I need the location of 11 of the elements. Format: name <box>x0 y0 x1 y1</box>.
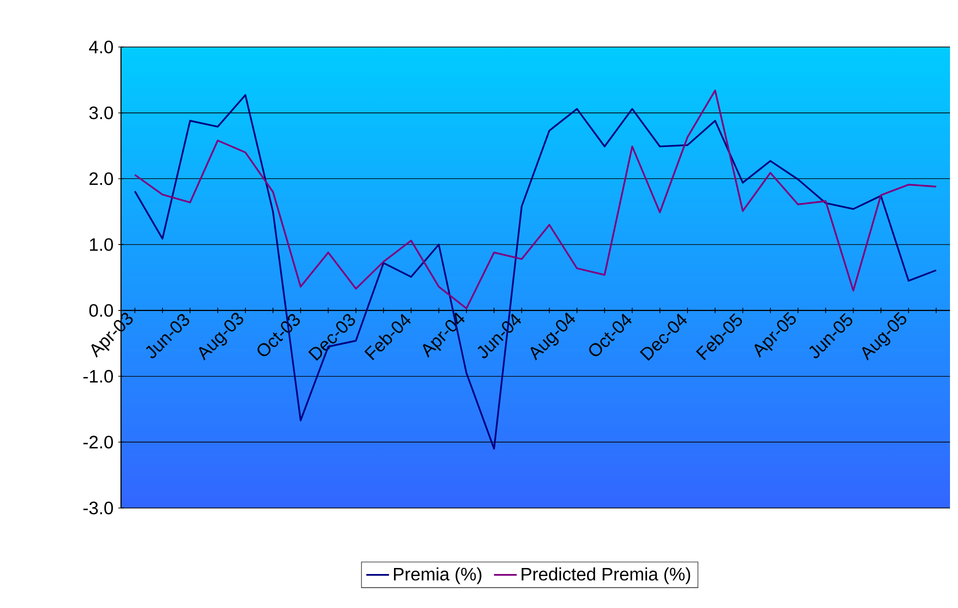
y-tick-label: 3.0 <box>89 106 113 120</box>
y-tick-label: 1.0 <box>90 238 113 251</box>
y-tick-label: 2.0 <box>90 172 113 186</box>
legend-label: Premia (%) <box>394 567 482 584</box>
y-tick-label: -1.0 <box>83 370 113 383</box>
y-tick-label: -3.0 <box>83 502 113 514</box>
line-series <box>134 90 938 310</box>
line-series <box>134 94 938 450</box>
y-tick-label: -2.0 <box>83 436 113 449</box>
legend-label: Predicted Premia (%) <box>522 567 690 584</box>
y-tick-label: 4.0 <box>89 40 113 54</box>
